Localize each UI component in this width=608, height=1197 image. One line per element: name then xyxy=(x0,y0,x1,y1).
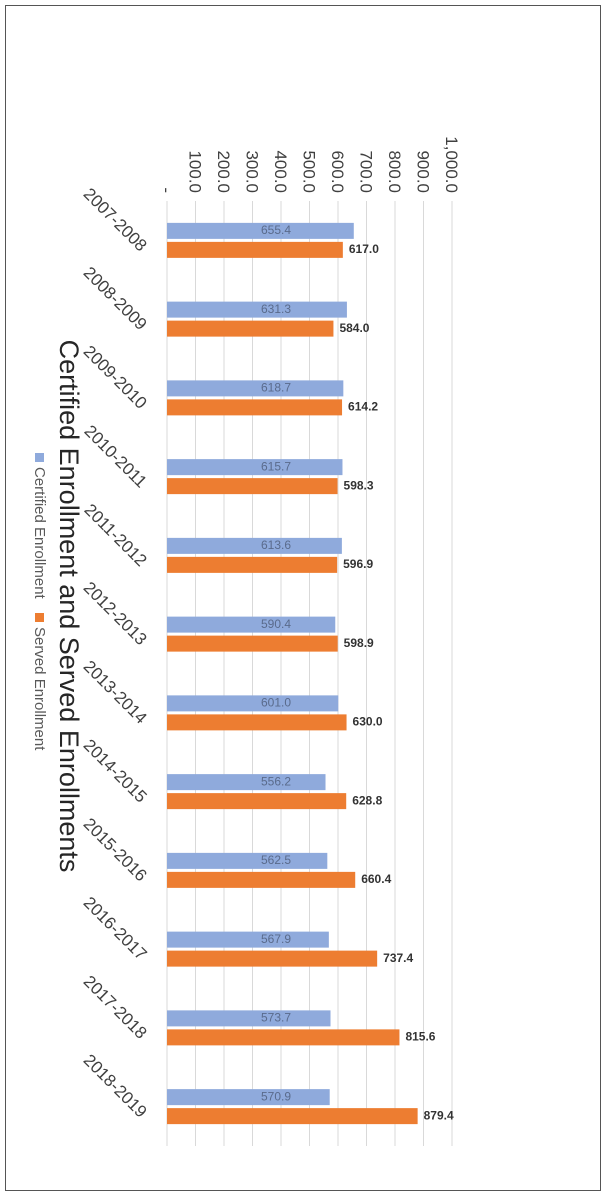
data-label-certified: 590.4 xyxy=(261,617,291,631)
data-label-served: 660.4 xyxy=(361,872,391,886)
y-tick-label: 100.0 xyxy=(186,150,205,193)
legend-label: Served Enrollment xyxy=(31,627,48,751)
y-tick-label: 1,000.0 xyxy=(442,136,461,193)
x-tick-label: 2015-2016 xyxy=(80,814,151,885)
legend-swatch xyxy=(35,453,44,462)
bar-certified xyxy=(167,1089,330,1106)
data-label-certified: 562.5 xyxy=(261,853,291,867)
data-label-served: 630.0 xyxy=(353,715,383,729)
data-label-served: 815.6 xyxy=(405,1030,435,1044)
bar-certified xyxy=(167,616,336,633)
x-tick-label: 2011-2012 xyxy=(81,500,151,570)
legend-label: Certified Enrollment xyxy=(31,467,48,600)
data-label-certified: 615.7 xyxy=(261,459,291,473)
chart-frame: Certified Enrollment and Served Enrollme… xyxy=(5,5,601,1191)
y-tick-label: 700.0 xyxy=(357,150,376,193)
y-tick-label: 600.0 xyxy=(328,150,347,193)
x-tick-label: 2010-2011 xyxy=(81,421,151,491)
bar-served xyxy=(167,950,378,967)
y-tick-label: 900.0 xyxy=(414,150,433,193)
bar-served xyxy=(167,1108,418,1125)
bar-served xyxy=(167,320,334,337)
data-label-served: 598.3 xyxy=(344,478,374,492)
x-tick-label: 2013-2014 xyxy=(80,657,151,728)
data-label-served: 584.0 xyxy=(339,321,369,335)
bar-served xyxy=(167,399,343,416)
bar-certified xyxy=(167,931,329,948)
data-label-certified: 570.9 xyxy=(261,1089,291,1103)
x-tick-label: 2016-2017 xyxy=(80,893,151,964)
bar-certified xyxy=(167,537,342,554)
bar-certified xyxy=(166,1010,331,1027)
bar-certified xyxy=(167,380,344,397)
bar-served xyxy=(167,478,338,495)
data-label-certified: 567.9 xyxy=(261,932,291,946)
bar-served xyxy=(167,635,338,652)
y-tick-label: - xyxy=(157,187,176,193)
x-tick-label: 2008-2009 xyxy=(80,263,151,334)
bar-served xyxy=(167,871,356,888)
bar-served xyxy=(166,556,338,573)
data-label-certified: 618.7 xyxy=(261,381,291,395)
y-tick-label: 800.0 xyxy=(385,150,404,193)
data-label-certified: 556.2 xyxy=(261,774,291,788)
chart-canvas: Certified Enrollment and Served Enrollme… xyxy=(31,136,461,1146)
data-label-served: 598.9 xyxy=(344,636,374,650)
data-label-certified: 573.7 xyxy=(261,1011,291,1025)
bar-served xyxy=(167,714,347,731)
legend-swatch xyxy=(35,613,44,622)
x-tick-label: 2012-2013 xyxy=(80,578,151,649)
data-label-served: 737.4 xyxy=(383,951,413,965)
data-label-certified: 631.3 xyxy=(261,302,291,316)
y-tick-label: 300.0 xyxy=(243,150,262,193)
bar-certified xyxy=(167,852,328,869)
bar-served xyxy=(167,1029,400,1046)
x-tick-label: 2007-2008 xyxy=(80,184,151,255)
bar-certified xyxy=(167,774,326,791)
bar-certified xyxy=(167,695,339,712)
data-label-served: 628.8 xyxy=(352,793,382,807)
data-label-certified: 613.6 xyxy=(261,538,291,552)
x-tick-label: 2009-2010 xyxy=(80,342,151,413)
data-label-served: 596.9 xyxy=(343,557,373,571)
data-label-served: 617.0 xyxy=(349,242,379,256)
y-tick-label: 200.0 xyxy=(214,150,233,193)
bar-certified xyxy=(167,301,347,318)
data-label-certified: 601.0 xyxy=(261,696,291,710)
chart-title: Certified Enrollment and Served Enrollme… xyxy=(54,340,84,873)
bar-certified xyxy=(166,459,343,476)
y-tick-label: 500.0 xyxy=(300,150,319,193)
x-tick-label: 2018-2019 xyxy=(80,1051,151,1122)
data-label-served: 879.4 xyxy=(424,1108,454,1122)
bar-served xyxy=(167,793,347,810)
data-label-served: 614.2 xyxy=(348,400,378,414)
bar-served xyxy=(167,241,343,258)
x-tick-label: 2014-2015 xyxy=(80,736,151,807)
bar-certified xyxy=(167,222,354,239)
x-tick-label: 2017-2018 xyxy=(80,972,151,1043)
y-tick-label: 400.0 xyxy=(271,150,290,193)
data-label-certified: 655.4 xyxy=(261,223,291,237)
